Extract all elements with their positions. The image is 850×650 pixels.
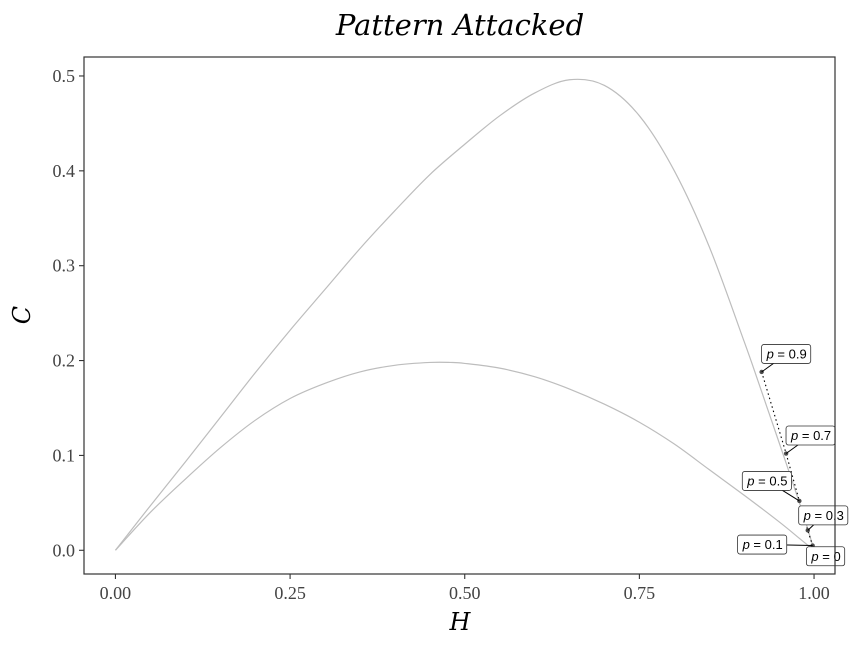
annotation-symbol: p [810,549,818,564]
annotation-text: p = 0 [810,549,840,564]
y-axis-title: C [8,306,36,324]
y-axis: 0.0 0.1 0.2 0.3 0.4 0.5 [53,66,84,560]
annotation-value: 0 [833,549,840,564]
annotation-symbol: p [803,508,811,523]
panel-background [84,57,835,574]
x-tick-label: 0.50 [449,583,481,603]
annotation-equals: = [819,549,834,564]
annotation-symbol: p [790,428,798,443]
annotation-label-p-0-5: p = 0.5 [741,471,800,502]
annotation-box [741,471,792,491]
annotation-value: 0.9 [789,346,807,361]
annotation-value: 0.1 [765,537,783,552]
y-tick-label: 0.0 [53,540,76,560]
annotation-text: p = 0.9 [766,346,807,361]
annotation-text: p = 0.5 [746,473,787,488]
x-tick-label: 1.00 [798,583,830,603]
y-tick-label: 0.5 [53,66,76,86]
x-axis-title: H [449,608,472,636]
annotation-box [737,534,788,555]
annotation-symbol: p [746,473,754,488]
annotation-equals: = [811,508,826,523]
annotation-symbol: p [742,537,750,552]
annotation-text: p = 0.7 [790,428,831,443]
y-tick-label: 0.3 [53,256,76,276]
annotation-label-p-0: p = 0 [805,546,846,567]
annotation-text: p = 0.3 [803,508,844,523]
y-tick-label: 0.2 [53,351,76,371]
annotation-value: 0.5 [769,473,787,488]
x-tick-label: 0.00 [100,583,132,603]
annotation-equals: = [755,473,770,488]
annotation-text: p = 0.1 [742,537,783,552]
annotation-equals: = [774,346,789,361]
plot-area: p = 0p = 0.1p = 0.3p = 0.5p = 0.7p = 0.9… [53,56,849,603]
y-tick-label: 0.1 [53,445,76,465]
x-axis: 0.00 0.25 0.50 0.75 1.00 [100,574,830,603]
max-complexity-curve [114,78,815,551]
annotation-value: 0.7 [813,428,831,443]
annotation-equals: = [750,537,765,552]
annotation-symbol: p [766,346,774,361]
y-tick-label: 0.4 [53,161,76,181]
panel-border [83,56,836,575]
x-tick-label: 0.25 [274,583,306,603]
annotation-box [761,344,812,364]
annotation-label-p-0-9: p = 0.9 [761,344,812,373]
annotation-equals: = [798,428,813,443]
min-complexity-curve [114,361,815,551]
x-tick-label: 0.75 [624,583,656,603]
annotation-label-p-0-1: p = 0.1 [737,534,813,555]
chart-title: Pattern Attacked [335,8,584,42]
